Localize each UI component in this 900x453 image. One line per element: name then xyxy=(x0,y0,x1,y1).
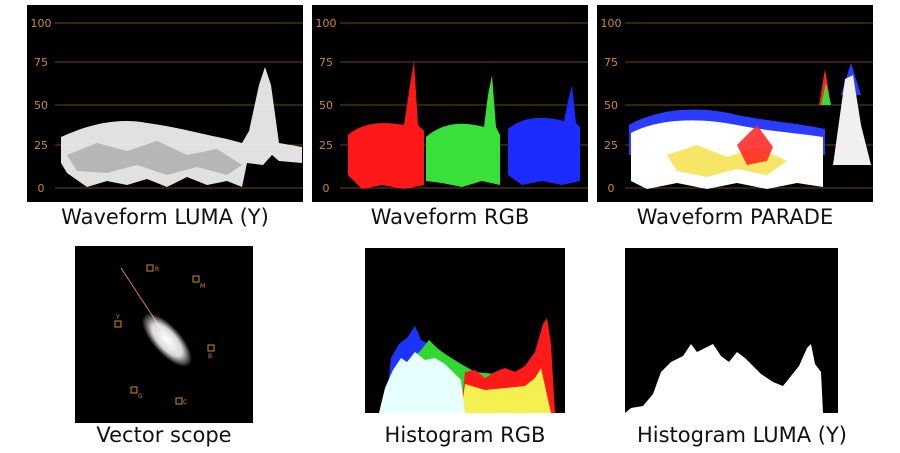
tick-0: 0 xyxy=(323,182,330,195)
tick-100: 100 xyxy=(316,17,337,30)
caption-histogram-luma: Histogram LUMA (Y) xyxy=(636,423,847,447)
tick-25: 25 xyxy=(319,139,333,152)
tick-75: 75 xyxy=(319,56,333,69)
green-trace xyxy=(426,75,500,187)
caption-waveform-rgb: Waveform RGB xyxy=(370,205,530,229)
histogram-yellow xyxy=(461,368,551,413)
target-label-m: M xyxy=(200,283,205,290)
tick-100: 100 xyxy=(31,17,52,30)
target-label-c: C xyxy=(183,399,187,406)
vector-scope: R M Y B G C xyxy=(75,246,253,423)
red-trace xyxy=(348,61,424,189)
target-label-b: B xyxy=(208,353,212,360)
histogram-luma-scope xyxy=(625,248,838,413)
target-label-r: R xyxy=(155,266,159,273)
histogram-white xyxy=(379,352,465,413)
vector-trace xyxy=(141,313,193,367)
histogram-luma-fill xyxy=(625,344,823,413)
target-label-y: Y xyxy=(115,314,120,321)
tick-75: 75 xyxy=(604,56,618,69)
tick-75: 75 xyxy=(34,56,48,69)
white-overlay-trace xyxy=(631,120,823,189)
waveform-luma-scope: 100 75 50 25 0 xyxy=(27,5,303,202)
caption-vector-scope: Vector scope xyxy=(96,423,232,447)
tick-50: 50 xyxy=(319,99,333,112)
histogram-rgb-scope xyxy=(365,248,565,413)
tick-0: 0 xyxy=(38,182,45,195)
tick-50: 50 xyxy=(604,99,618,112)
caption-histogram-rgb: Histogram RGB xyxy=(384,423,546,447)
caption-waveform-luma: Waveform LUMA (Y) xyxy=(61,205,269,229)
tick-25: 25 xyxy=(34,139,48,152)
parade-white-peak xyxy=(833,75,871,165)
blue-trace xyxy=(508,85,580,185)
waveform-rgb-scope: 100 75 50 25 0 xyxy=(312,5,588,202)
target-label-g: G xyxy=(138,393,143,400)
red-overlay-trace xyxy=(737,125,773,165)
tick-0: 0 xyxy=(608,182,615,195)
tick-50: 50 xyxy=(34,99,48,112)
tick-100: 100 xyxy=(601,17,622,30)
waveform-parade-scope: 100 75 50 25 0 xyxy=(597,5,873,202)
parade-green-peak xyxy=(821,83,831,105)
caption-waveform-parade: Waveform PARADE xyxy=(636,205,834,229)
tick-25: 25 xyxy=(604,139,618,152)
